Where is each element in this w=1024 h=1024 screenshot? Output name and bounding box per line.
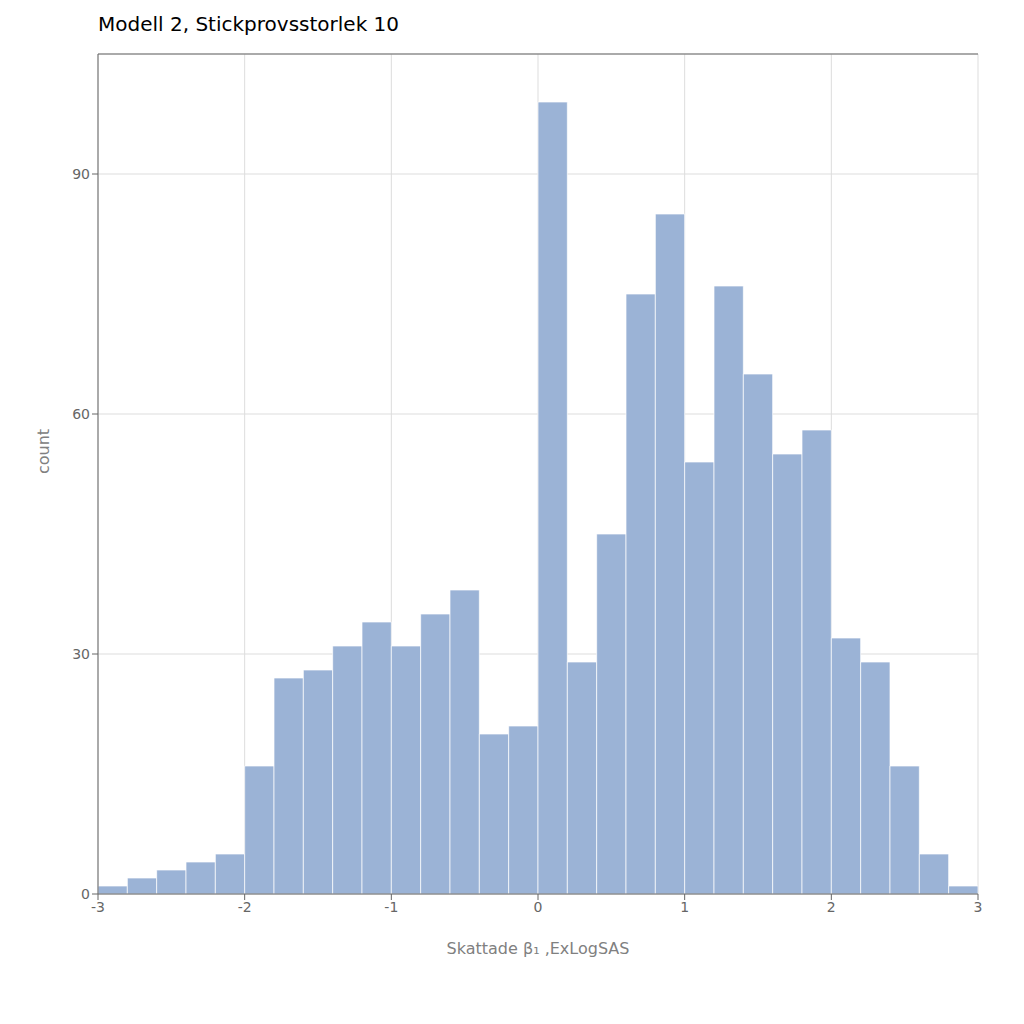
svg-text:0: 0 [81,886,90,902]
svg-text:-3: -3 [91,899,105,915]
svg-text:Skattade β₁ ,ExLogSAS: Skattade β₁ ,ExLogSAS [447,939,630,958]
svg-text:60: 60 [72,406,90,422]
svg-text:3: 3 [974,899,983,915]
svg-text:30: 30 [72,646,90,662]
svg-text:90: 90 [72,166,90,182]
svg-text:0: 0 [534,899,543,915]
svg-text:2: 2 [827,899,836,915]
svg-text:-1: -1 [384,899,398,915]
svg-text:count: count [34,429,53,474]
svg-text:-2: -2 [238,899,252,915]
html-text:Modell 2, Stickprovsstorlek 10: Modell 2, Stickprovsstorlek 10 [98,12,399,36]
svg-text:1: 1 [680,899,689,915]
